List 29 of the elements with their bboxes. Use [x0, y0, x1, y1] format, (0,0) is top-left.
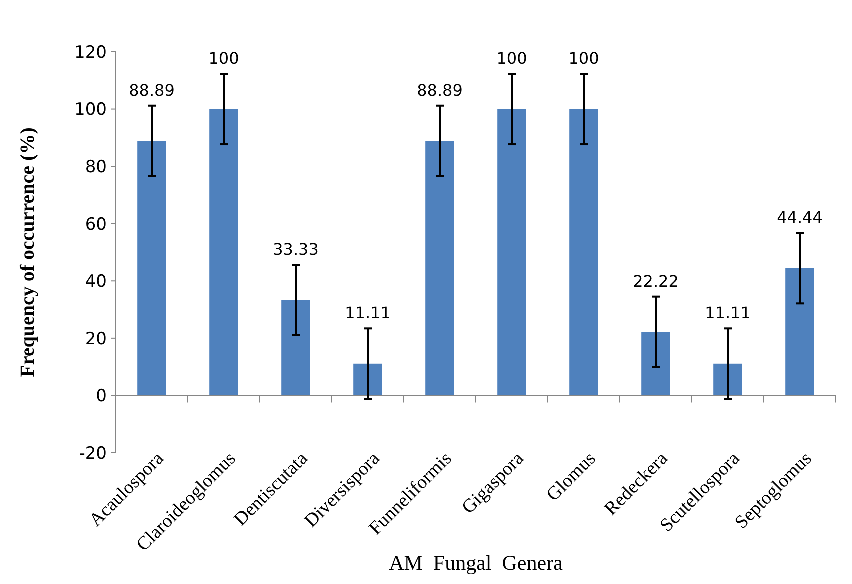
data-label: 100 — [568, 49, 600, 68]
data-label: 100 — [208, 49, 240, 68]
bar — [210, 109, 238, 396]
bar — [354, 364, 382, 396]
data-label: 11.11 — [345, 304, 391, 323]
bar — [426, 141, 454, 396]
y-tick-label: 20 — [85, 329, 107, 350]
data-label: 88.89 — [417, 80, 463, 100]
data-label: 11.11 — [705, 304, 751, 323]
x-axis-title: AM Fungal Genera — [389, 551, 564, 575]
bar — [714, 364, 742, 396]
bar — [282, 300, 310, 396]
y-tick-label: 120 — [74, 42, 107, 63]
y-tick-label: 0 — [96, 386, 107, 407]
y-tick-label: 60 — [85, 214, 107, 235]
bar — [786, 268, 814, 396]
bar — [498, 109, 526, 396]
y-axis-title: Frequency of occurrence (%) — [17, 128, 39, 378]
bar — [570, 109, 598, 396]
data-label: 88.89 — [129, 80, 175, 100]
bar — [642, 332, 670, 396]
data-label: 33.33 — [273, 240, 319, 260]
y-tick-label: 100 — [74, 100, 107, 120]
data-label: 100 — [496, 49, 528, 68]
data-label: 22.22 — [633, 272, 679, 291]
bar — [138, 141, 166, 396]
data-label: 44.44 — [777, 208, 823, 228]
y-tick-label: 40 — [85, 272, 107, 292]
y-tick-label: 80 — [85, 158, 107, 178]
